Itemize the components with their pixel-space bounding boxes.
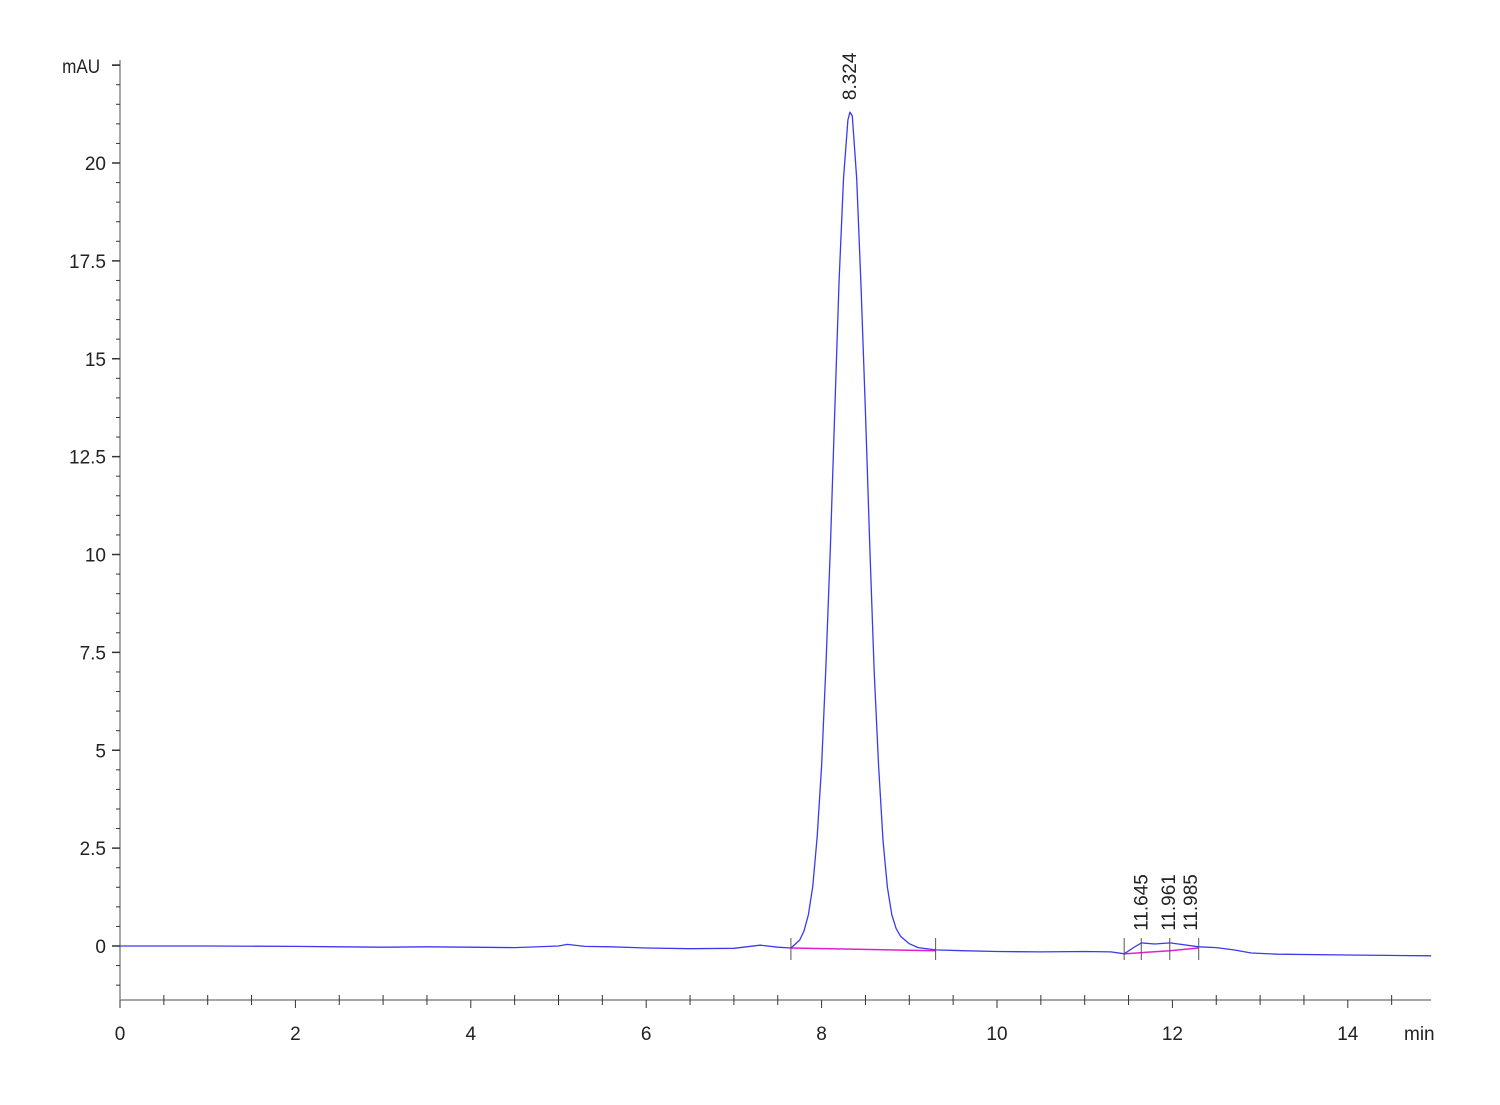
signal-series xyxy=(120,111,1432,957)
y-tick-label: 0 xyxy=(95,937,106,958)
x-tick-label: 14 xyxy=(1337,1024,1359,1045)
y-tick-label: 20 xyxy=(85,154,106,175)
y-tick-label: 5 xyxy=(95,741,106,762)
x-tick-label: 2 xyxy=(290,1024,301,1045)
integration-baseline xyxy=(1124,947,1199,955)
y-tick-label: 10 xyxy=(85,546,106,567)
y-tick-label: 7.5 xyxy=(80,643,106,664)
signal-line xyxy=(120,111,1432,957)
y-tick-label: 17.5 xyxy=(69,252,106,273)
x-tick-label: 12 xyxy=(1162,1024,1183,1045)
peak-label: 11.985 xyxy=(1181,874,1202,931)
y-axis-unit-label: mAU xyxy=(62,56,100,77)
x-tick-label: 0 xyxy=(115,1024,126,1045)
peak-labels: 8.324 11.645 11.961 11.985 xyxy=(840,52,1202,931)
integration-baseline xyxy=(790,947,936,952)
x-tick-label: 4 xyxy=(466,1024,477,1045)
peak-label: 11.961 xyxy=(1159,874,1180,931)
peak-label: 11.645 xyxy=(1131,874,1152,931)
y-tick-label: 15 xyxy=(85,350,106,371)
peak-markers xyxy=(790,938,1200,960)
x-tick-label: 6 xyxy=(641,1024,652,1045)
peak-label: 8.324 xyxy=(840,52,861,100)
x-tick-label: 8 xyxy=(816,1024,827,1045)
x-tick-label: 10 xyxy=(986,1024,1007,1045)
y-tick-label: 12.5 xyxy=(69,448,106,469)
y-tick-label: 2.5 xyxy=(80,839,106,860)
x-axis-unit-label: min xyxy=(1404,1024,1435,1045)
axes: 0 2.5 5 7.5 10 12.5 15 17.5 20 0 2 4 6 8 10 12 14 xyxy=(69,60,1432,1045)
